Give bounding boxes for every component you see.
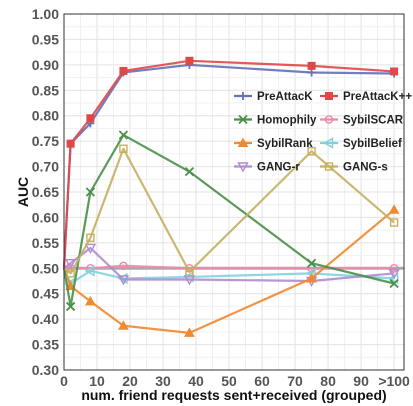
legend-marker-preattack <box>239 92 247 100</box>
legend-item-homophily: Homophily <box>234 115 317 127</box>
y-tick-label: 1.00 <box>32 6 59 22</box>
y-tick-label: 0.65 <box>32 184 59 200</box>
x-tick-label: 20 <box>122 373 138 389</box>
y-tick-label: 0.85 <box>32 82 59 98</box>
series-gang-s <box>63 144 399 278</box>
y-tick-label: 0.80 <box>32 108 59 124</box>
point-preattackplusplus <box>119 66 128 75</box>
legend-label-gang-s: GANG-s <box>343 162 388 174</box>
legend-label-homophily: Homophily <box>257 115 317 127</box>
point-sybilrank <box>306 272 317 283</box>
point-homophily <box>184 167 195 177</box>
point-gang-r <box>388 269 400 280</box>
point-gang-s <box>185 267 194 277</box>
legend-item-preattackplusplus: PreAttacK++ <box>320 91 412 103</box>
x-tick-label: 0 <box>60 373 68 389</box>
point-homophily <box>306 258 317 268</box>
y-tick-label: 0.45 <box>32 286 59 302</box>
y-tick-labels: 0.30 0.35 0.40 0.45 0.50 0.55 0.60 0.65 0.70 0.75… <box>32 6 59 378</box>
legend-item-sybilrank: SybilRank <box>234 137 313 150</box>
point-gang-s <box>389 218 399 227</box>
point-sybilscar <box>389 263 399 273</box>
series-layer <box>62 56 400 337</box>
x-tick-label: 40 <box>188 373 204 389</box>
point-homophily <box>65 301 76 312</box>
legend-item-sybilbelief: SybilBelief <box>320 137 402 150</box>
x-tick-label: 60 <box>254 373 270 389</box>
y-tick-label: 0.50 <box>32 260 59 276</box>
legend-marker-homophily <box>238 114 248 125</box>
series-homophily <box>62 130 399 312</box>
y-tick-label: 0.30 <box>32 362 59 378</box>
point-homophily <box>85 187 96 197</box>
point-sybilrank <box>184 327 195 337</box>
x-axis-label: num. friend requests sent+received (grou… <box>81 387 386 403</box>
y-tick-label: 0.40 <box>32 311 59 327</box>
legend-marker-sybilrank <box>237 137 249 147</box>
x-tick-label: 80 <box>320 373 336 389</box>
x-tick-label: 90 <box>353 373 369 389</box>
x-tick-label: 30 <box>155 373 171 389</box>
point-preattackplusplus <box>66 139 75 148</box>
point-gang-r <box>64 259 77 270</box>
x-tick-labels: 0 10 20 30 40 50 60 70 80 90 >100 <box>60 373 410 389</box>
point-sybilrank <box>85 295 96 306</box>
series-sybilrank <box>62 204 400 337</box>
point-preattackplusplus <box>185 56 194 65</box>
legend-marker-preattackplusplus <box>325 92 333 100</box>
x-tick-label: 70 <box>287 373 303 389</box>
point-gang-r <box>117 275 130 286</box>
y-tick-label: 0.70 <box>32 159 59 175</box>
x-tick-label: 50 <box>221 373 237 389</box>
legend-label-sybilscar: SybilSCAR <box>343 115 404 127</box>
legend-marker-sybilscar <box>324 115 334 124</box>
legend-marker-gang-r <box>237 162 249 173</box>
y-axis-label: AUC <box>15 177 31 207</box>
point-homophily <box>389 278 399 289</box>
point-gang-s <box>86 233 95 242</box>
y-tick-label: 0.90 <box>32 57 59 73</box>
point-preattackplusplus <box>390 67 399 76</box>
x-tick-label: >100 <box>378 373 410 389</box>
y-tick-label: 0.55 <box>32 235 59 251</box>
plot-frame <box>63 13 405 371</box>
point-gang-s <box>307 147 316 156</box>
point-gang-s <box>66 269 75 278</box>
point-preattackplusplus <box>307 61 316 70</box>
legend-label-gang-r: GANG-r <box>257 162 300 174</box>
legend-item-preattack: PreAttacK <box>234 91 313 103</box>
point-sybilbelief <box>84 265 95 277</box>
legend-label-preattackplusplus: PreAttacK++ <box>343 91 412 103</box>
point-sybilrank <box>118 320 129 330</box>
x-tick-label: 10 <box>89 373 105 389</box>
legend-label-sybilrank: SybilRank <box>257 138 313 150</box>
point-preattackplusplus <box>86 114 95 123</box>
legend-item-gang-s: GANG-s <box>320 162 388 174</box>
point-sybilscar <box>119 261 128 271</box>
legend-marker-sybilbelief <box>323 137 334 149</box>
series-line-gang-s <box>63 147 395 275</box>
point-gang-r <box>84 243 97 254</box>
y-tick-label: 0.95 <box>32 31 59 47</box>
point-homophily <box>118 130 129 140</box>
series-preattackplusplus <box>62 56 399 269</box>
y-tick-label: 0.75 <box>32 133 59 149</box>
legend-item-sybilscar: SybilSCAR <box>320 115 404 127</box>
legend-marker-gang-s <box>324 162 334 171</box>
legend-label-sybilbelief: SybilBelief <box>343 138 402 150</box>
y-tick-label: 0.35 <box>32 337 59 353</box>
point-sybilrank <box>388 204 400 214</box>
legend-item-gang-r: GANG-r <box>234 162 300 174</box>
legend: PreAttacK PreAttacK++ Homophily SybilSCAR Sy… <box>234 91 412 174</box>
y-tick-label: 0.60 <box>32 209 59 225</box>
point-gang-s <box>119 144 128 153</box>
legend-label-preattack: PreAttacK <box>257 91 313 103</box>
